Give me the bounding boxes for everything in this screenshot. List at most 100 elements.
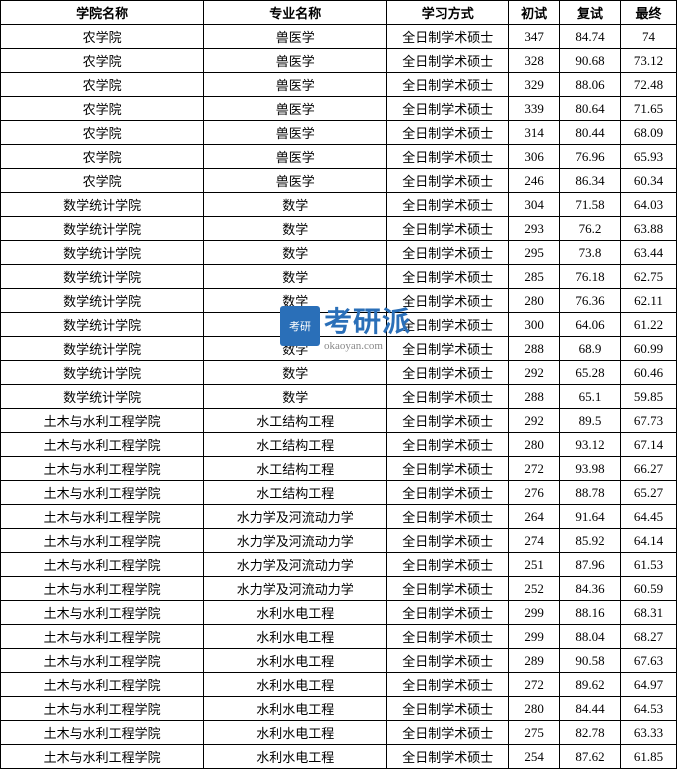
table-cell: 数学统计学院 [1, 337, 204, 361]
table-cell: 66.27 [621, 457, 677, 481]
table-cell: 76.36 [560, 289, 621, 313]
table-cell: 数学统计学院 [1, 193, 204, 217]
table-row: 土木与水利工程学院水工结构工程全日制学术硕士27293.9866.27 [1, 457, 677, 481]
scores-table: 学院名称 专业名称 学习方式 初试 复试 最终 农学院兽医学全日制学术硕士347… [0, 0, 677, 769]
table-cell: 土木与水利工程学院 [1, 481, 204, 505]
table-cell: 数学 [204, 193, 387, 217]
table-cell: 土木与水利工程学院 [1, 745, 204, 769]
table-cell: 91.64 [560, 505, 621, 529]
table-cell: 85.92 [560, 529, 621, 553]
table-row: 土木与水利工程学院水利水电工程全日制学术硕士28084.4464.53 [1, 697, 677, 721]
table-cell: 328 [509, 49, 560, 73]
table-cell: 64.97 [621, 673, 677, 697]
table-cell: 65.1 [560, 385, 621, 409]
table-cell: 339 [509, 97, 560, 121]
table-row: 土木与水利工程学院水工结构工程全日制学术硕士28093.1267.14 [1, 433, 677, 457]
table-row: 土木与水利工程学院水力学及河流动力学全日制学术硕士25187.9661.53 [1, 553, 677, 577]
table-cell: 72.48 [621, 73, 677, 97]
table-cell: 89.5 [560, 409, 621, 433]
table-cell: 288 [509, 385, 560, 409]
table-cell: 60.59 [621, 577, 677, 601]
table-cell: 全日制学术硕士 [387, 265, 509, 289]
table-cell: 全日制学术硕士 [387, 241, 509, 265]
table-cell: 水力学及河流动力学 [204, 529, 387, 553]
table-cell: 土木与水利工程学院 [1, 625, 204, 649]
table-cell: 67.14 [621, 433, 677, 457]
table-cell: 68.31 [621, 601, 677, 625]
table-cell: 88.16 [560, 601, 621, 625]
table-header-row: 学院名称 专业名称 学习方式 初试 复试 最终 [1, 1, 677, 25]
table-row: 土木与水利工程学院水利水电工程全日制学术硕士25487.6261.85 [1, 745, 677, 769]
table-cell: 水利水电工程 [204, 721, 387, 745]
table-cell: 全日制学术硕士 [387, 481, 509, 505]
table-cell: 全日制学术硕士 [387, 601, 509, 625]
table-cell: 土木与水利工程学院 [1, 649, 204, 673]
table-cell: 87.96 [560, 553, 621, 577]
table-row: 数学统计学院数学全日制学术硕士28576.1862.75 [1, 265, 677, 289]
table-cell: 农学院 [1, 169, 204, 193]
table-cell: 农学院 [1, 121, 204, 145]
table-cell: 水利水电工程 [204, 673, 387, 697]
table-row: 农学院兽医学全日制学术硕士31480.4468.09 [1, 121, 677, 145]
table-cell: 64.45 [621, 505, 677, 529]
table-cell: 64.06 [560, 313, 621, 337]
table-cell: 全日制学术硕士 [387, 25, 509, 49]
table-cell: 水利水电工程 [204, 649, 387, 673]
table-cell: 全日制学术硕士 [387, 721, 509, 745]
table-cell: 兽医学 [204, 97, 387, 121]
table-cell: 水利水电工程 [204, 697, 387, 721]
table-cell: 全日制学术硕士 [387, 337, 509, 361]
table-cell: 254 [509, 745, 560, 769]
table-cell: 数学 [204, 241, 387, 265]
table-cell: 93.12 [560, 433, 621, 457]
table-cell: 全日制学术硕士 [387, 745, 509, 769]
table-cell: 全日制学术硕士 [387, 73, 509, 97]
table-cell: 84.74 [560, 25, 621, 49]
table-cell: 兽医学 [204, 25, 387, 49]
table-cell: 数学 [204, 313, 387, 337]
table-cell: 数学统计学院 [1, 385, 204, 409]
table-cell: 数学统计学院 [1, 361, 204, 385]
table-row: 土木与水利工程学院水力学及河流动力学全日制学术硕士26491.6464.45 [1, 505, 677, 529]
table-body: 农学院兽医学全日制学术硕士34784.7474农学院兽医学全日制学术硕士3289… [1, 25, 677, 769]
table-cell: 288 [509, 337, 560, 361]
table-cell: 65.93 [621, 145, 677, 169]
table-cell: 农学院 [1, 97, 204, 121]
table-cell: 293 [509, 217, 560, 241]
table-row: 土木与水利工程学院水工结构工程全日制学术硕士29289.567.73 [1, 409, 677, 433]
table-cell: 水工结构工程 [204, 481, 387, 505]
table-cell: 土木与水利工程学院 [1, 409, 204, 433]
table-row: 数学统计学院数学全日制学术硕士30064.0661.22 [1, 313, 677, 337]
table-cell: 89.62 [560, 673, 621, 697]
table-cell: 84.44 [560, 697, 621, 721]
table-cell: 280 [509, 697, 560, 721]
table-cell: 76.96 [560, 145, 621, 169]
table-cell: 65.27 [621, 481, 677, 505]
table-cell: 80.64 [560, 97, 621, 121]
table-cell: 土木与水利工程学院 [1, 553, 204, 577]
table-cell: 62.11 [621, 289, 677, 313]
table-cell: 全日制学术硕士 [387, 577, 509, 601]
table-cell: 61.22 [621, 313, 677, 337]
table-cell: 全日制学术硕士 [387, 145, 509, 169]
table-cell: 272 [509, 457, 560, 481]
table-cell: 60.99 [621, 337, 677, 361]
table-cell: 全日制学术硕士 [387, 97, 509, 121]
table-cell: 全日制学术硕士 [387, 457, 509, 481]
table-cell: 兽医学 [204, 121, 387, 145]
table-cell: 299 [509, 625, 560, 649]
table-cell: 272 [509, 673, 560, 697]
table-cell: 275 [509, 721, 560, 745]
table-cell: 全日制学术硕士 [387, 313, 509, 337]
table-row: 土木与水利工程学院水力学及河流动力学全日制学术硕士25284.3660.59 [1, 577, 677, 601]
col-header-college: 学院名称 [1, 1, 204, 25]
table-cell: 61.85 [621, 745, 677, 769]
table-cell: 292 [509, 361, 560, 385]
table-cell: 数学 [204, 217, 387, 241]
table-cell: 全日制学术硕士 [387, 217, 509, 241]
table-row: 农学院兽医学全日制学术硕士32988.0672.48 [1, 73, 677, 97]
table-cell: 水力学及河流动力学 [204, 505, 387, 529]
table-cell: 60.46 [621, 361, 677, 385]
table-row: 农学院兽医学全日制学术硕士24686.3460.34 [1, 169, 677, 193]
table-cell: 71.58 [560, 193, 621, 217]
